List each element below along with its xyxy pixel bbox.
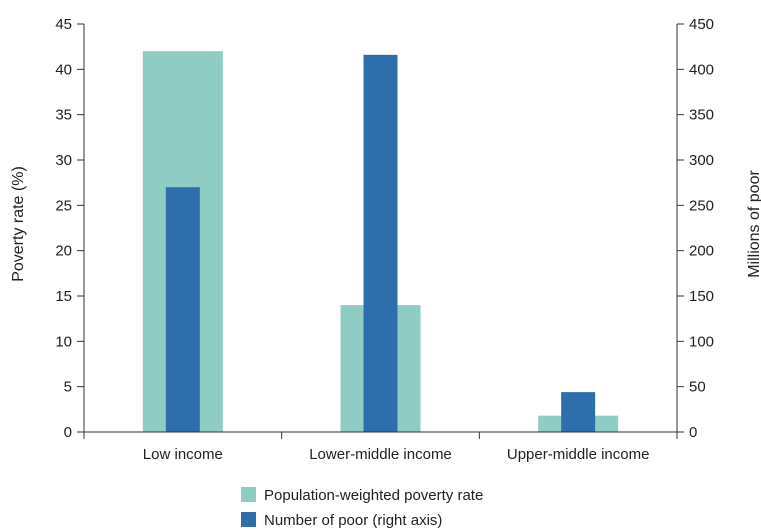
bar-number-of-poor: [165, 187, 200, 432]
x-category-label: Lower-middle income: [309, 446, 452, 463]
y-tick-label-left: 5: [64, 379, 72, 396]
y-tick-label-right: 250: [689, 197, 714, 214]
y-axis-title-right: Millions of poor: [746, 170, 761, 278]
legend: Population-weighted poverty rate Number …: [241, 487, 483, 529]
y-tick-label-left: 10: [55, 333, 72, 350]
y-tick-label-right: 300: [689, 152, 714, 169]
legend-label-number-of-poor: Number of poor (right axis): [264, 512, 442, 529]
y-tick-label-left: 15: [55, 288, 72, 305]
legend-swatch-number-of-poor: [241, 512, 256, 527]
y-tick-label-left: 45: [55, 16, 72, 33]
y-tick-label-right: 50: [689, 379, 706, 396]
y-tick-label-right: 350: [689, 107, 714, 124]
y-tick-label-right: 450: [689, 16, 714, 33]
axes: [83, 24, 678, 433]
y-tick-label-left: 20: [55, 243, 72, 260]
bar-number-of-poor: [363, 54, 398, 433]
y-tick-label-left: 30: [55, 152, 72, 169]
y-tick-label-right: 200: [689, 243, 714, 260]
y-tick-label-right: 0: [689, 424, 697, 441]
x-category-label: Upper-middle income: [507, 446, 650, 463]
ticks: 0510152025303540450501001502002503003504…: [55, 16, 714, 463]
y-axis-title-left: Poverty rate (%): [10, 166, 27, 282]
bars: [142, 51, 619, 433]
y-tick-label-right: 150: [689, 288, 714, 305]
y-tick-label-left: 35: [55, 107, 72, 124]
legend-label-poverty-rate: Population-weighted poverty rate: [264, 487, 483, 504]
y-tick-label-left: 25: [55, 197, 72, 214]
y-tick-label-left: 0: [64, 424, 72, 441]
bar-number-of-poor: [561, 392, 596, 432]
x-category-label: Low income: [143, 446, 223, 463]
y-tick-label-left: 40: [55, 61, 72, 78]
y-tick-label-right: 400: [689, 61, 714, 78]
y-tick-label-right: 100: [689, 333, 714, 350]
legend-swatch-poverty-rate: [241, 487, 256, 502]
